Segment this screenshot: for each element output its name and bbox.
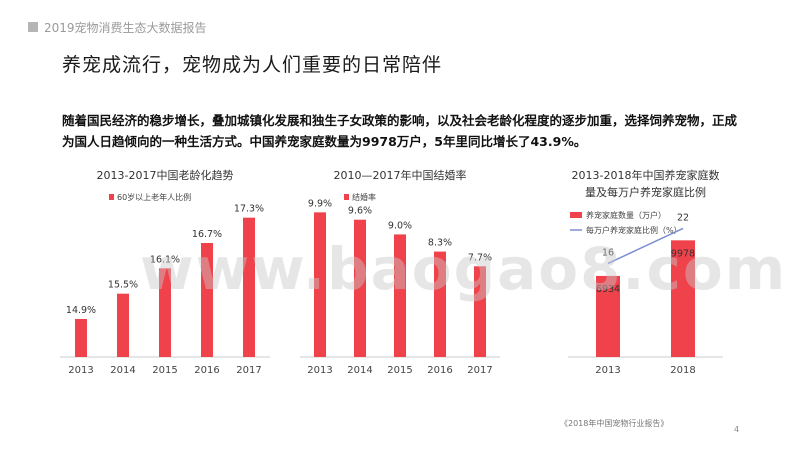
marriage-bar xyxy=(394,234,406,357)
pet-household-chart: 2013-2018年中国养宠家庭数 量及每万户养宠家庭比例养宠家庭数量（万户） 每万… xyxy=(558,165,733,380)
marriage-bar xyxy=(314,212,326,357)
marriage-rate-chart: 2010—2017年中国结婚率结婚率 9.9% 2013 9.6% 2014 9.0% 20… xyxy=(300,165,500,380)
pet-line-label: 22 xyxy=(677,212,689,223)
marriage-data-label: 7.7% xyxy=(468,252,492,263)
pet-bar-label: 9978 xyxy=(671,248,695,259)
aging-trend-svg: 2013-2017中国老龄化趋势 60岁以上老年人比例 14.9% 2013 15.5%… xyxy=(60,168,270,376)
aging-data-label: 16.1% xyxy=(150,254,180,265)
pet-legend-line-label: 每万户养宠家庭比例（%） xyxy=(586,225,682,235)
source-note: 《2018年中国宠物行业报告》 xyxy=(560,419,669,428)
marriage-tick-label: 2013 xyxy=(307,365,332,376)
marriage-data-label: 9.9% xyxy=(308,198,332,209)
pet-bar xyxy=(596,275,620,357)
intro-paragraph: 随着国民经济的稳步增长，叠加城镇化发展和独生子女政策的影响，以及社会老龄化程度的… xyxy=(62,113,738,149)
aging-legend-label: 60岁以上老年人比例 xyxy=(117,192,191,202)
aging-data-label: 15.5% xyxy=(108,280,138,291)
aging-data-label: 17.3% xyxy=(234,204,264,215)
pet-tick-label: 2013 xyxy=(595,365,620,376)
marriage-bar xyxy=(434,251,446,357)
pet-title-line: 量及每万户养宠家庭比例 xyxy=(585,185,706,199)
pet-line-label: 16 xyxy=(602,247,614,258)
pet-bar-label: 6934 xyxy=(596,284,620,295)
header-square-icon xyxy=(28,22,38,32)
page-number: 4 xyxy=(734,425,740,434)
marriage-legend-label: 结婚率 xyxy=(352,192,376,202)
aging-bar xyxy=(75,319,87,357)
aging-tick-label: 2017 xyxy=(236,365,261,376)
aging-tick-label: 2014 xyxy=(110,365,135,376)
marriage-tick-label: 2014 xyxy=(347,365,372,376)
aging-tick-label: 2015 xyxy=(152,365,177,376)
pet-legend-bar-label: 养宠家庭数量（万户） xyxy=(586,210,666,220)
marriage-title: 2010—2017年中国结婚率 xyxy=(334,168,467,182)
marriage-tick-label: 2016 xyxy=(427,365,452,376)
aging-trend-chart: 2013-2017中国老龄化趋势 60岁以上老年人比例 14.9% 2013 15.5%… xyxy=(60,165,270,380)
aging-data-label: 16.7% xyxy=(192,229,222,240)
marriage-tick-label: 2017 xyxy=(467,365,492,376)
slide-title: 养宠成流行，宠物成为人们重要的日常陪伴 xyxy=(62,54,443,76)
marriage-legend-swatch xyxy=(344,194,349,200)
aging-legend-swatch xyxy=(109,194,114,200)
aging-data-label: 14.9% xyxy=(66,305,96,316)
marriage-data-label: 9.6% xyxy=(348,206,372,217)
marriage-tick-label: 2015 xyxy=(387,365,412,376)
aging-title: 2013-2017中国老龄化趋势 xyxy=(97,168,234,182)
marriage-bar xyxy=(474,266,486,357)
pet-ratio-line xyxy=(607,227,684,265)
marriage-bar xyxy=(354,219,366,357)
pet-title-line: 2013-2018年中国养宠家庭数 xyxy=(572,168,720,182)
aging-bar xyxy=(117,293,129,357)
pet-legend-bar-swatch xyxy=(570,212,582,218)
aging-bar xyxy=(243,217,255,357)
aging-tick-label: 2013 xyxy=(68,365,93,376)
aging-bar xyxy=(159,268,171,357)
report-title: 2019宠物消费生态大数据报告 xyxy=(44,21,207,35)
aging-tick-label: 2016 xyxy=(194,365,219,376)
marriage-data-label: 8.3% xyxy=(428,238,452,249)
pet-tick-label: 2018 xyxy=(670,365,695,376)
marriage-data-label: 9.0% xyxy=(388,220,412,231)
aging-bar xyxy=(201,243,213,357)
pet-bar xyxy=(671,240,695,357)
